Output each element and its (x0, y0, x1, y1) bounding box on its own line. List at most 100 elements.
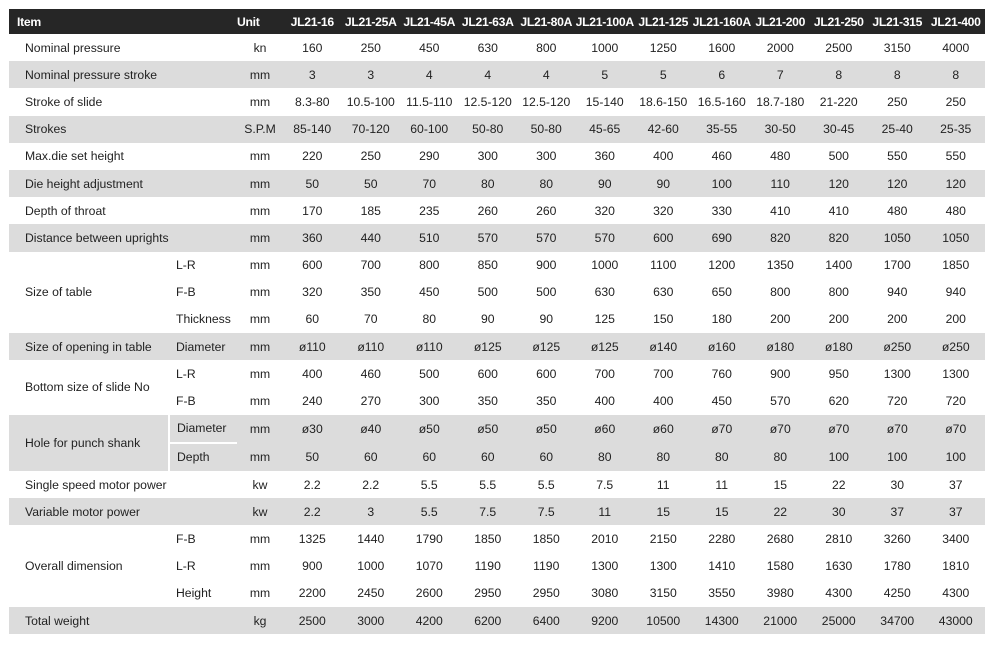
value-cell: ø110 (283, 333, 342, 361)
header-item: Item (9, 9, 237, 34)
value-cell: 460 (341, 360, 400, 388)
value-cell: 43000 (926, 606, 985, 635)
value-cell: 250 (341, 142, 400, 170)
value-cell: 7.5 (575, 471, 634, 499)
header-model: JL21-80A (517, 9, 576, 34)
value-cell: 14300 (692, 606, 751, 635)
value-cell: 800 (517, 34, 576, 62)
value-cell: 3 (341, 498, 400, 526)
value-cell: 110 (751, 169, 810, 198)
value-cell: ø250 (868, 333, 927, 361)
value-cell: 15 (634, 498, 693, 526)
value-cell: 4200 (400, 606, 459, 635)
row-sublabel: Diameter (169, 414, 237, 443)
value-cell: 320 (283, 278, 342, 306)
row-sublabel: Height (169, 579, 237, 607)
row-sublabel: L-R (169, 360, 237, 388)
value-cell: 34700 (868, 606, 927, 635)
value-cell: 360 (283, 224, 342, 252)
value-cell: ø125 (517, 333, 576, 361)
value-cell: 720 (868, 387, 927, 415)
row-max-die-set-height: Max.die set height mm 220 250 290 300 300 360… (9, 142, 985, 170)
value-cell: ø180 (751, 333, 810, 361)
value-cell: 5.5 (400, 498, 459, 526)
row-label: Bottom size of slide No (9, 360, 169, 415)
value-cell: 620 (809, 387, 868, 415)
value-cell: 30-45 (809, 115, 868, 143)
value-cell: 8 (868, 61, 927, 89)
value-cell: 900 (283, 552, 342, 580)
value-cell: 15 (692, 498, 751, 526)
value-cell: 460 (692, 142, 751, 170)
value-cell: 100 (692, 169, 751, 198)
spec-table: Item Unit JL21-16 JL21-25A JL21-45A JL21… (9, 9, 985, 635)
row-nominal-pressure: Nominal pressure kn 160 250 450 630 800 1000 1… (9, 34, 985, 62)
value-cell: 800 (400, 251, 459, 279)
value-cell: 80 (575, 442, 634, 471)
value-cell: 600 (517, 360, 576, 388)
value-cell: 85-140 (283, 115, 342, 143)
value-cell: 170 (283, 197, 342, 225)
value-cell: 1630 (809, 552, 868, 580)
value-cell: 25-35 (926, 115, 985, 143)
value-cell: 100 (926, 442, 985, 471)
value-cell: 120 (926, 169, 985, 198)
value-cell: 2500 (283, 606, 342, 635)
value-cell: 940 (868, 278, 927, 306)
row-unit: mm (237, 333, 283, 361)
value-cell: 185 (341, 197, 400, 225)
value-cell: 6 (692, 61, 751, 89)
value-cell: 440 (341, 224, 400, 252)
value-cell: 1190 (458, 552, 517, 580)
value-cell: ø140 (634, 333, 693, 361)
row-sublabel: Diameter (169, 333, 237, 361)
value-cell: 1050 (868, 224, 927, 252)
value-cell: 6200 (458, 606, 517, 635)
value-cell: 700 (341, 251, 400, 279)
value-cell: 80 (400, 305, 459, 334)
value-cell: ø160 (692, 333, 751, 361)
value-cell: 510 (400, 224, 459, 252)
row-label: Depth of throat (9, 197, 237, 225)
row-label: Nominal pressure (9, 34, 237, 62)
value-cell: 300 (400, 387, 459, 415)
row-unit: kw (237, 498, 283, 526)
row-unit: mm (237, 414, 283, 443)
value-cell: 300 (517, 142, 576, 170)
value-cell: 1070 (400, 552, 459, 580)
header-model: JL21-63A (458, 9, 517, 34)
value-cell: 5 (575, 61, 634, 89)
value-cell: 2150 (634, 525, 693, 553)
value-cell: 1780 (868, 552, 927, 580)
value-cell: 42-60 (634, 115, 693, 143)
value-cell: 3150 (634, 579, 693, 607)
value-cell: 330 (692, 197, 751, 225)
row-size-of-table-thickness: Thickness mm 60 70 80 90 90 125 150 180 200 200 20… (9, 305, 985, 334)
value-cell: 16.5-160 (692, 88, 751, 116)
value-cell: 9200 (575, 606, 634, 635)
value-cell: 125 (575, 305, 634, 334)
value-cell: 600 (458, 360, 517, 388)
header-model: JL21-25A (341, 9, 400, 34)
row-single-speed-motor: Single speed motor power kw 2.2 2.2 5.5 5.5… (9, 471, 985, 499)
value-cell: 22 (809, 471, 868, 499)
value-cell: 850 (458, 251, 517, 279)
value-cell: 720 (926, 387, 985, 415)
value-cell: 350 (458, 387, 517, 415)
value-cell: 1300 (868, 360, 927, 388)
value-cell: 1440 (341, 525, 400, 553)
value-cell: 1410 (692, 552, 751, 580)
value-cell: 150 (634, 305, 693, 334)
value-cell: 900 (751, 360, 810, 388)
value-cell: 1300 (575, 552, 634, 580)
value-cell: 4000 (926, 34, 985, 62)
row-label: Size of table (9, 251, 169, 334)
value-cell: 3 (283, 61, 342, 89)
value-cell: 12.5-120 (458, 88, 517, 116)
header-model: JL21-160A (692, 9, 751, 34)
value-cell: ø70 (751, 414, 810, 443)
value-cell: 550 (868, 142, 927, 170)
row-label: Die height adjustment (9, 169, 237, 198)
value-cell: 160 (283, 34, 342, 62)
row-bottom-slide-lr: Bottom size of slide No L-R mm 400 460 500… (9, 360, 985, 415)
